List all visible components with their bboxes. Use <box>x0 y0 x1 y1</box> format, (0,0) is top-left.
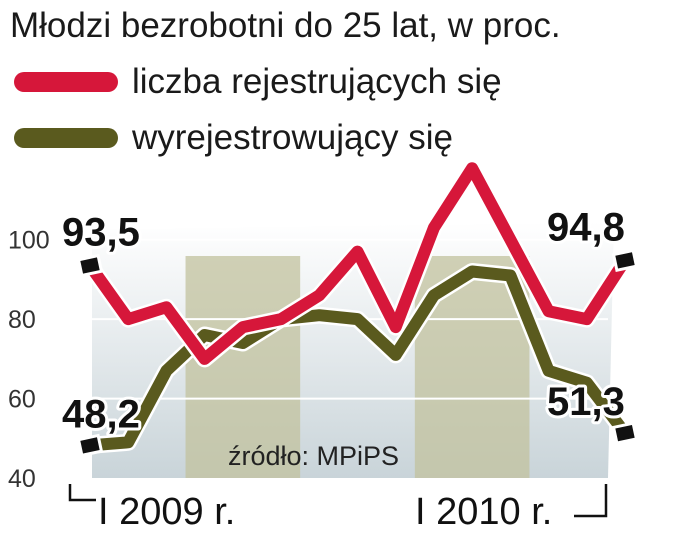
y-tick-label: 80 <box>8 306 36 334</box>
source-note: źródło: MPiPS <box>228 441 399 471</box>
series-line-1 <box>84 265 631 452</box>
x-axis: I 2009 r. I 2010 r. <box>68 484 608 533</box>
axis-bracket-left <box>68 484 96 502</box>
y-tick-label: 40 <box>8 465 36 493</box>
end-marker <box>611 421 639 445</box>
plot-background <box>92 222 614 478</box>
legend-item-registering: liczba rejestrujących się <box>14 62 502 102</box>
data-labels: 93,5 94,8 48,2 51,3 <box>59 202 628 439</box>
data-label: 93,5 <box>62 211 140 255</box>
data-label: 94,8 <box>547 205 625 249</box>
legend-label-registering: liczba rejestrujących się <box>132 62 502 101</box>
legend-label-deregistering: wyrejestrowujący się <box>132 118 453 157</box>
data-label: 51,3 <box>547 380 625 424</box>
end-marker <box>76 433 104 458</box>
y-tick-label: 60 <box>8 386 36 414</box>
series-line-0 <box>84 162 631 365</box>
end-markers <box>76 248 639 458</box>
legend-item-deregistering: wyrejestrowujący się <box>14 118 453 158</box>
y-axis: 40 60 80 100 <box>8 227 50 493</box>
legend-swatch-registering <box>14 72 118 92</box>
data-label: 48,2 <box>62 392 140 436</box>
y-tick-label: 100 <box>8 227 50 255</box>
end-marker <box>76 253 104 278</box>
end-marker <box>611 248 639 273</box>
x-tick-label: I 2009 r. <box>98 491 235 533</box>
chart-title: Młodzi bezrobotni do 25 lat, w proc. <box>10 6 561 45</box>
axis-bracket-right <box>574 484 608 518</box>
series-lines <box>81 159 634 454</box>
legend-swatch-deregistering <box>14 128 118 148</box>
x-tick-label: I 2010 r. <box>415 491 552 533</box>
